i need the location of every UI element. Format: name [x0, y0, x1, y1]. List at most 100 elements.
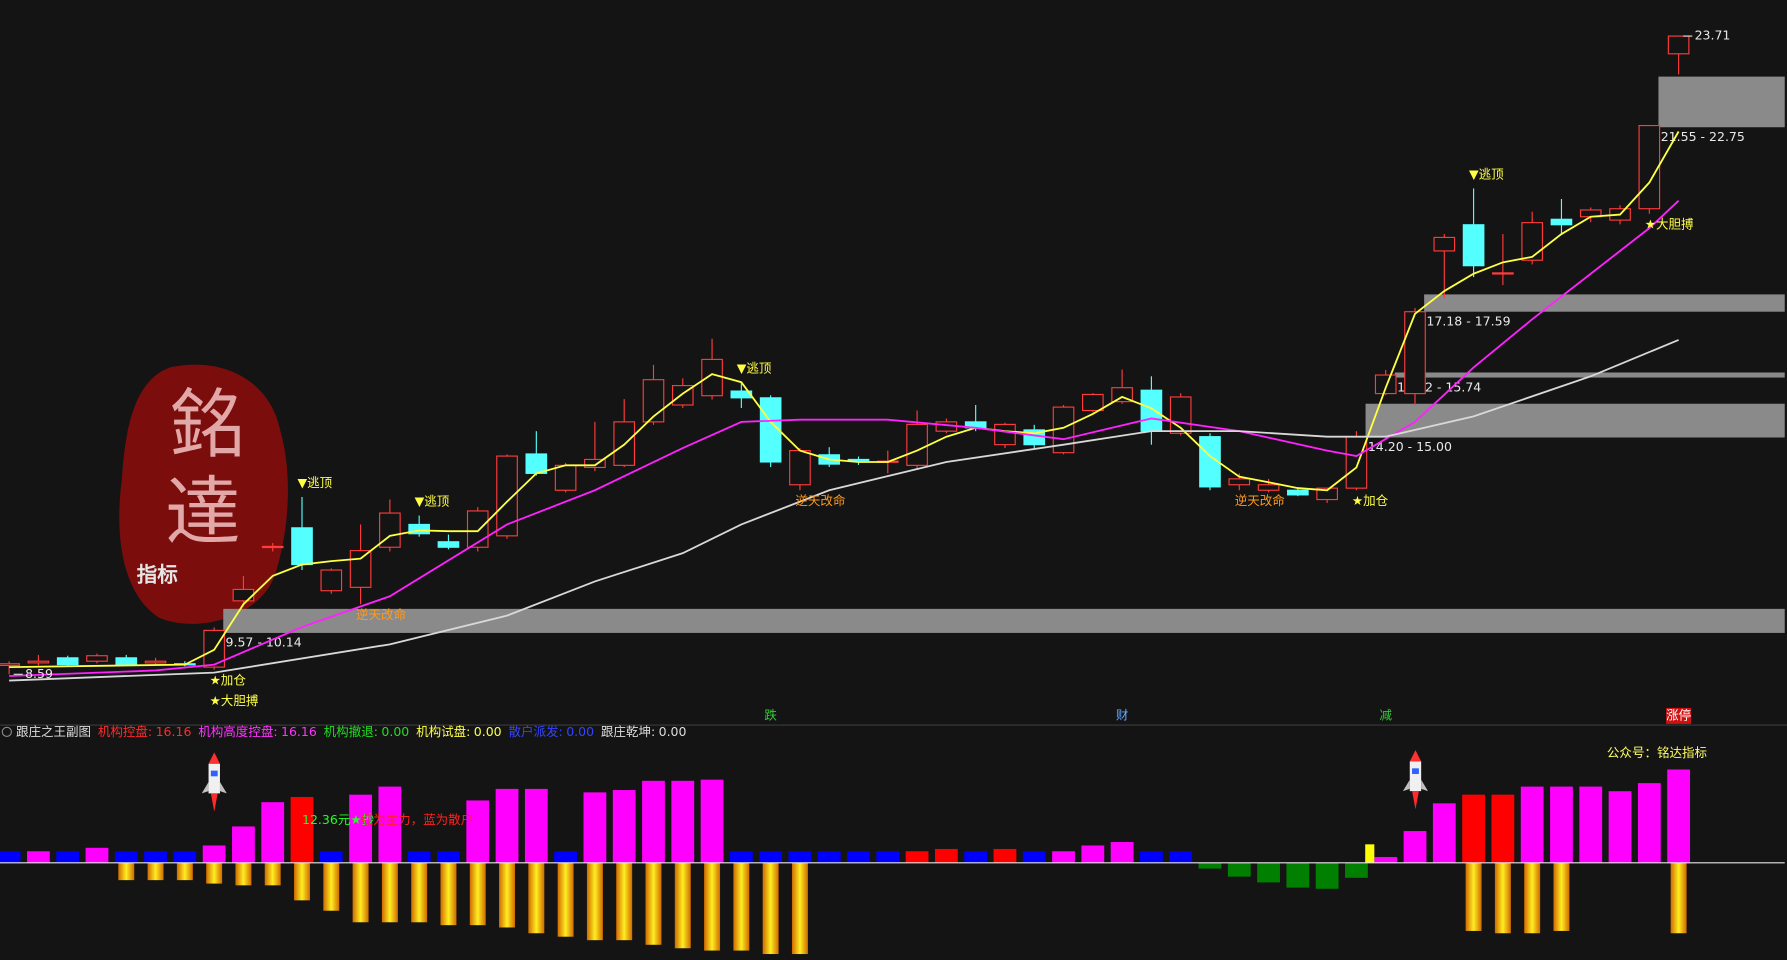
- indicator-bar: [1286, 862, 1310, 888]
- signal-annotation: 逆天改命: [356, 607, 407, 622]
- indicator-bar: [381, 862, 398, 923]
- candle-body: [56, 657, 79, 666]
- panel-toggle[interactable]: [1, 726, 12, 737]
- candle-body: [320, 569, 343, 592]
- indicator-bar: [1227, 862, 1251, 877]
- logo-seal: [119, 364, 288, 624]
- indicator-bar: [466, 800, 490, 863]
- indicator-bar: [235, 862, 252, 886]
- indicator-bar: [1465, 862, 1482, 931]
- sub-title: 跟庄之王副图: [16, 723, 91, 738]
- indicator-bar: [1491, 794, 1515, 863]
- candle-body: [261, 545, 284, 549]
- candle-body: [906, 423, 928, 466]
- signal-annotation: ★大胆搏: [210, 693, 259, 708]
- candle-body: [144, 660, 167, 664]
- zone-label: 14.20 - 15.00: [1368, 439, 1452, 454]
- extreme-label: 23.71: [1695, 28, 1731, 43]
- signal-annotation: 逆天改命: [1235, 493, 1286, 508]
- candle-body: [1462, 224, 1485, 267]
- indicator-bar: [173, 851, 197, 863]
- candle-body: [1140, 389, 1163, 432]
- indicator-bar: [729, 851, 753, 863]
- indicator-bar: [1637, 783, 1661, 863]
- indicator-bar: [1081, 845, 1105, 863]
- legend-name: 跟庄乾坤:: [601, 723, 655, 738]
- indicator-bar: [495, 788, 519, 863]
- zone: [1424, 294, 1785, 312]
- signal-badge: [1666, 707, 1692, 724]
- indicator-bar: [1667, 769, 1691, 863]
- signal-annotation: ★加仓: [210, 673, 247, 688]
- legend-value: 0.00: [381, 723, 409, 738]
- indicator-bar: [616, 862, 633, 941]
- indicator-bar: [85, 847, 109, 863]
- candle-body: [0, 663, 20, 666]
- indicator-bar: [56, 851, 80, 863]
- candle-body: [1316, 487, 1338, 501]
- candle-body: [1082, 393, 1104, 412]
- indicator-bar: [642, 780, 665, 863]
- indicator-bar: [1403, 831, 1427, 863]
- indicator-bar: [437, 851, 460, 863]
- zone: [1365, 403, 1785, 438]
- indicator-bar: [352, 862, 369, 923]
- indicator-bar: [1524, 862, 1541, 934]
- indicator-bar: [964, 851, 988, 863]
- indicator-bar: [323, 862, 340, 911]
- indicator-bar: [704, 862, 721, 951]
- indicator-bar: [1052, 851, 1075, 863]
- candle-body: [994, 423, 1016, 446]
- candle-body: [1345, 436, 1368, 489]
- indicator-bar: [528, 862, 545, 934]
- indicator-bar: [407, 851, 431, 863]
- legend-name: 机构高度控盘:: [198, 723, 277, 738]
- indicator-bar: [847, 851, 870, 863]
- candle-body: [789, 450, 811, 486]
- indicator-bar: [791, 862, 808, 955]
- signal-annotation: ▼逃顶: [297, 475, 332, 490]
- zone: [1394, 372, 1785, 378]
- extreme-label: 8.59: [25, 666, 53, 681]
- legend-value: 0.00: [659, 723, 687, 738]
- indicator-bar: [1022, 851, 1046, 863]
- legend-name: 散户派发:: [509, 723, 563, 738]
- indicator-bar: [290, 796, 314, 863]
- indicator-bar: [144, 851, 167, 863]
- signal-annotation: ▼逃顶: [415, 493, 450, 508]
- signal-marker: 财: [1116, 707, 1129, 722]
- indicator-bar: [1670, 862, 1687, 934]
- legend-name: 机构控盘:: [98, 723, 152, 738]
- indicator-bar: [1140, 851, 1163, 863]
- indicator-bar: [1169, 851, 1193, 863]
- indicator-bar: [1494, 862, 1511, 934]
- signal-marker: 跌: [764, 707, 777, 722]
- indicator-bar: [1553, 862, 1570, 931]
- rocket-icon: [201, 752, 227, 812]
- candle-body: [730, 390, 753, 399]
- indicator-bar: [176, 862, 193, 881]
- signal-annotation: ★加仓: [1352, 493, 1389, 508]
- indicator-bar: [554, 851, 578, 863]
- ma-line: [9, 200, 1680, 677]
- candle-body: [584, 458, 606, 469]
- legend-value: 0.00: [566, 723, 594, 738]
- logo-char: 達: [165, 468, 240, 556]
- indicator-bar: [232, 826, 255, 863]
- candle-body: [847, 458, 870, 462]
- signal-marker: 减: [1379, 707, 1392, 722]
- ma-line: [9, 339, 1679, 682]
- indicator-bar: [934, 848, 958, 863]
- candle-body: [701, 358, 723, 397]
- candle-body: [466, 510, 489, 548]
- candle-body: [115, 657, 138, 666]
- candle-body: [86, 655, 108, 662]
- legend-value: 16.16: [156, 723, 192, 738]
- indicator-bar: [586, 862, 603, 941]
- indicator-bar: [378, 786, 402, 863]
- indicator-bar: [1257, 862, 1280, 883]
- candle-body: [1287, 489, 1309, 496]
- indicator-bar: [1579, 786, 1603, 863]
